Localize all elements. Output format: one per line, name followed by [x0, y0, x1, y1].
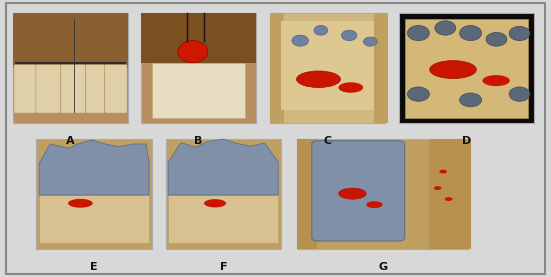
- FancyBboxPatch shape: [61, 65, 86, 113]
- Bar: [399, 13, 534, 123]
- Ellipse shape: [460, 93, 482, 107]
- Polygon shape: [39, 140, 149, 195]
- Bar: [270, 13, 385, 123]
- Ellipse shape: [509, 87, 530, 101]
- Ellipse shape: [338, 82, 363, 93]
- Ellipse shape: [460, 25, 482, 41]
- Bar: [39, 195, 149, 243]
- Bar: [270, 13, 284, 123]
- Text: G: G: [378, 262, 387, 272]
- Bar: [281, 21, 375, 110]
- Bar: [166, 138, 281, 249]
- Ellipse shape: [366, 201, 383, 208]
- Bar: [13, 13, 128, 123]
- FancyBboxPatch shape: [36, 65, 61, 113]
- Ellipse shape: [339, 188, 366, 199]
- Ellipse shape: [430, 61, 477, 79]
- Bar: [404, 19, 528, 118]
- Ellipse shape: [204, 199, 226, 207]
- Ellipse shape: [292, 35, 309, 46]
- FancyBboxPatch shape: [85, 65, 105, 113]
- Ellipse shape: [314, 25, 328, 35]
- Ellipse shape: [177, 41, 208, 63]
- Text: A: A: [66, 136, 75, 146]
- Bar: [429, 138, 471, 249]
- Bar: [36, 138, 152, 249]
- Text: F: F: [219, 262, 227, 272]
- Ellipse shape: [407, 87, 429, 101]
- Bar: [141, 13, 256, 123]
- Ellipse shape: [482, 75, 510, 86]
- Ellipse shape: [486, 32, 507, 46]
- Bar: [375, 13, 388, 123]
- Ellipse shape: [364, 37, 377, 46]
- Ellipse shape: [68, 199, 93, 208]
- Bar: [168, 195, 278, 243]
- Ellipse shape: [342, 30, 357, 41]
- Circle shape: [439, 170, 447, 173]
- Circle shape: [445, 197, 452, 201]
- Bar: [298, 138, 317, 249]
- Ellipse shape: [296, 71, 341, 88]
- Polygon shape: [168, 139, 278, 195]
- Ellipse shape: [509, 26, 530, 41]
- Text: B: B: [195, 136, 203, 146]
- FancyBboxPatch shape: [14, 65, 36, 113]
- FancyBboxPatch shape: [312, 141, 404, 241]
- Text: D: D: [462, 136, 471, 146]
- FancyBboxPatch shape: [105, 65, 127, 113]
- Bar: [141, 13, 256, 63]
- Bar: [152, 63, 245, 118]
- Ellipse shape: [435, 21, 456, 35]
- Bar: [298, 138, 468, 249]
- Circle shape: [434, 186, 441, 190]
- Bar: [13, 13, 128, 68]
- Text: C: C: [323, 136, 332, 146]
- Ellipse shape: [407, 25, 429, 41]
- Text: E: E: [90, 262, 98, 272]
